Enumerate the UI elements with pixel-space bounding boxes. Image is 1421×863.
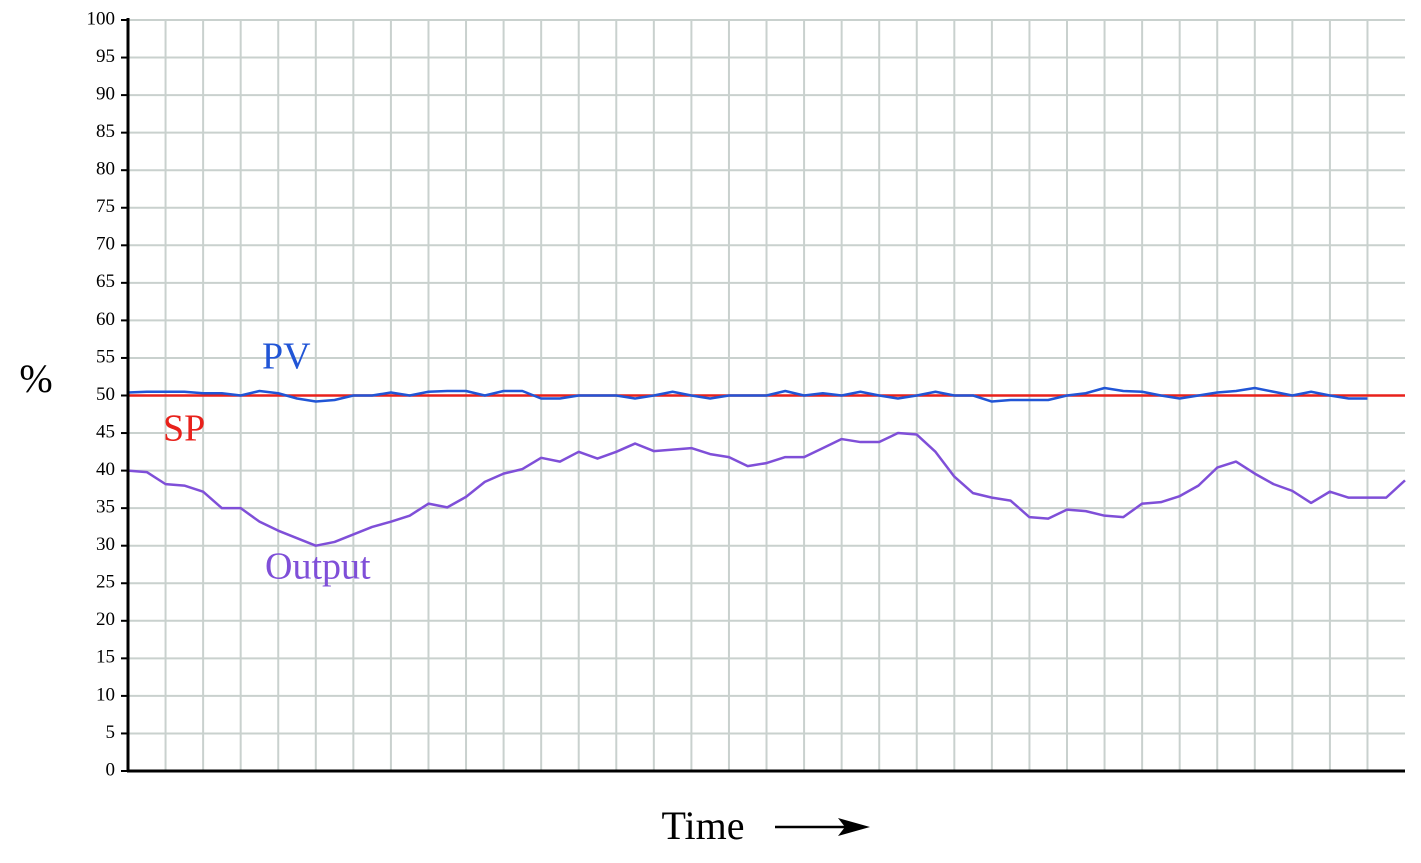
series-label: PV (262, 336, 311, 378)
time-arrow (775, 818, 870, 836)
y-axis-label: % (19, 356, 52, 401)
y-tick-label: 70 (96, 234, 115, 255)
y-tick-label: 100 (87, 8, 116, 29)
y-tick-label: 40 (96, 459, 115, 480)
y-tick-label: 85 (96, 121, 115, 142)
series-label: Output (265, 546, 371, 588)
y-tick-label: 60 (96, 309, 115, 330)
y-tick-label: 55 (96, 346, 115, 367)
y-tick-label: 0 (106, 759, 116, 780)
y-tick-label: 80 (96, 159, 115, 180)
series-line (127, 431, 1406, 547)
y-tick-label: 20 (96, 609, 115, 630)
y-tick-label: 35 (96, 497, 115, 518)
y-tick-label: 30 (96, 534, 115, 555)
series-label: SP (163, 408, 205, 450)
y-tick-label: 25 (96, 572, 115, 593)
y-tick-label: 50 (96, 384, 115, 405)
y-tick-label: 65 (96, 271, 115, 292)
y-tick-label: 75 (96, 196, 115, 217)
y-tick-label: 90 (96, 83, 115, 104)
series-line (127, 386, 1368, 403)
y-tick-label: 45 (96, 421, 115, 442)
y-tick-label: 5 (106, 722, 116, 743)
y-tick-label: 15 (96, 647, 115, 668)
x-axis-label: Time (661, 803, 744, 848)
y-tick-label: 95 (96, 46, 115, 67)
y-tick-label: 10 (96, 684, 115, 705)
